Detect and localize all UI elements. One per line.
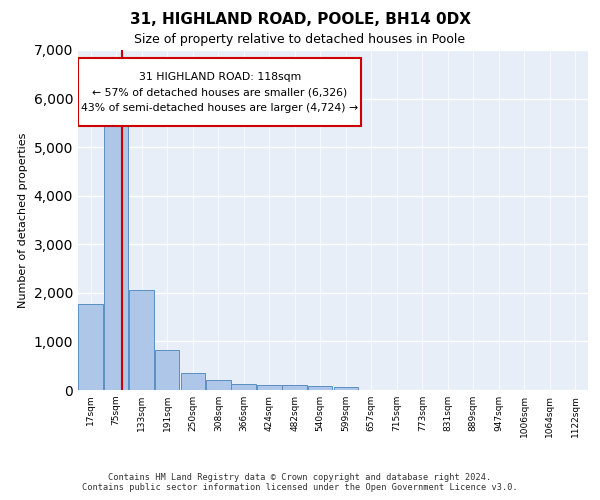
- Bar: [129, 290, 154, 390]
- Text: 31 HIGHLAND ROAD: 118sqm
← 57% of detached houses are smaller (6,326)
43% of sem: 31 HIGHLAND ROAD: 118sqm ← 57% of detach…: [81, 72, 358, 113]
- Bar: [155, 350, 179, 390]
- Bar: [79, 304, 103, 390]
- Bar: [232, 384, 256, 390]
- Bar: [308, 386, 332, 390]
- Bar: [282, 385, 307, 390]
- Bar: [181, 374, 205, 390]
- Bar: [206, 380, 230, 390]
- Text: 31, HIGHLAND ROAD, POOLE, BH14 0DX: 31, HIGHLAND ROAD, POOLE, BH14 0DX: [130, 12, 470, 28]
- FancyBboxPatch shape: [79, 58, 361, 126]
- Bar: [257, 384, 281, 390]
- Y-axis label: Number of detached properties: Number of detached properties: [18, 132, 28, 308]
- Text: Size of property relative to detached houses in Poole: Size of property relative to detached ho…: [134, 32, 466, 46]
- Text: Contains HM Land Registry data © Crown copyright and database right 2024.
Contai: Contains HM Land Registry data © Crown c…: [82, 473, 518, 492]
- Bar: [104, 110, 128, 390]
- Bar: [334, 386, 358, 390]
